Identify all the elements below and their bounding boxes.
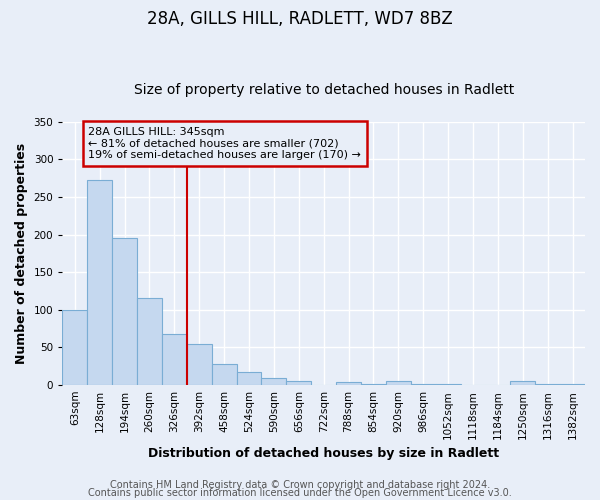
Text: 28A, GILLS HILL, RADLETT, WD7 8BZ: 28A, GILLS HILL, RADLETT, WD7 8BZ [147,10,453,28]
Text: Contains public sector information licensed under the Open Government Licence v3: Contains public sector information licen… [88,488,512,498]
Bar [560,384,585,385]
Bar [436,384,461,385]
Bar [87,180,112,385]
Y-axis label: Number of detached properties: Number of detached properties [15,143,28,364]
Bar [137,298,162,385]
Bar [361,384,386,385]
Bar [511,382,535,385]
Title: Size of property relative to detached houses in Radlett: Size of property relative to detached ho… [134,83,514,97]
Bar [286,382,311,385]
Text: Contains HM Land Registry data © Crown copyright and database right 2024.: Contains HM Land Registry data © Crown c… [110,480,490,490]
Bar [236,372,262,385]
Bar [62,310,87,385]
Bar [262,378,286,385]
Text: 28A GILLS HILL: 345sqm
← 81% of detached houses are smaller (702)
19% of semi-de: 28A GILLS HILL: 345sqm ← 81% of detached… [88,127,361,160]
X-axis label: Distribution of detached houses by size in Radlett: Distribution of detached houses by size … [148,447,499,460]
Bar [411,384,436,385]
Bar [386,382,411,385]
Bar [162,334,187,385]
Bar [187,344,212,385]
Bar [212,364,236,385]
Bar [535,384,560,385]
Bar [112,238,137,385]
Bar [336,382,361,385]
